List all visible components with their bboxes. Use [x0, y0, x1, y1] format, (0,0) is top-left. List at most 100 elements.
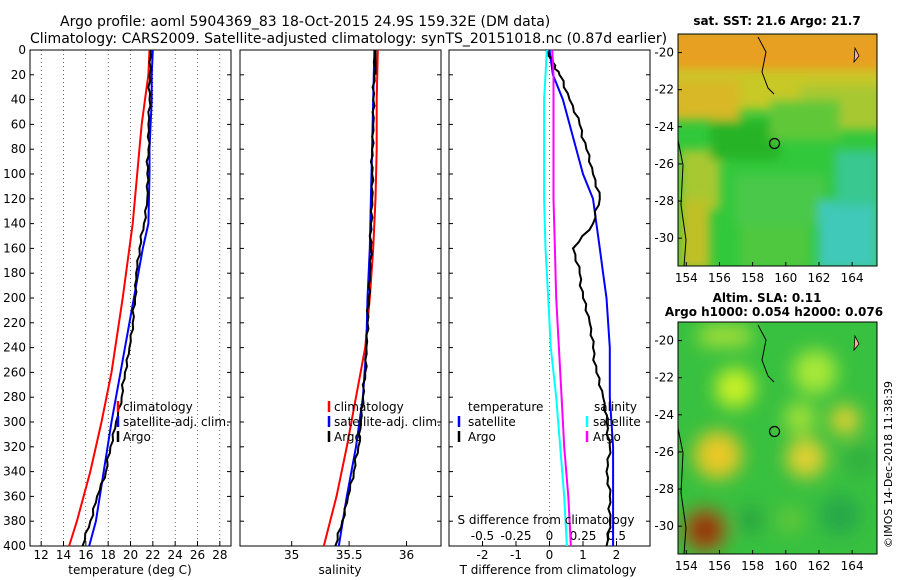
depth-tick-label: 200 — [3, 291, 26, 305]
legend-s-satellite-label: satellite — [593, 415, 641, 429]
temperature-argo-line — [81, 49, 153, 547]
sst-map-lon-label: 162 — [808, 271, 831, 285]
salinity-legend: climatology satellite-adj. clim. Argo — [327, 400, 441, 444]
depth-tick-label: 20 — [11, 68, 26, 82]
difference-tick-label: -2 — [477, 548, 489, 562]
salinity-diff-tick-label: -0.25 — [500, 529, 531, 543]
difference-tick-label: 0 — [546, 548, 554, 562]
temperature-climatology-line — [68, 49, 151, 547]
sst-coastline — [757, 36, 775, 95]
legend-satellite-label: satellite-adj. clim. — [334, 415, 441, 429]
legend-argo-label: Argo — [123, 430, 151, 444]
depth-tick-label: 140 — [3, 217, 26, 231]
axes-layer: 0 20 40 60 80 1 0 0 120 140 160 180 200 220 240 260 280 3… — [3, 43, 650, 562]
temperature-tick-label: 20 — [123, 548, 138, 562]
depth-tick-label: 380 — [3, 514, 26, 528]
temperature-satellite-line — [88, 49, 154, 547]
temperature-tick-label: 28 — [212, 548, 227, 562]
legend-argo-label: Argo — [334, 430, 362, 444]
sst-map-lat-label: -26 — [654, 157, 674, 171]
sst-map-lon-label: 158 — [741, 271, 764, 285]
sla-map-argo-marker — [768, 425, 781, 438]
temperature-xlabel: temperature (deg C) — [68, 563, 191, 577]
salinity-diff-tick-label: 0.25 — [570, 529, 597, 543]
salinity-panel-frame — [239, 49, 442, 547]
sst-map-frame — [677, 33, 878, 267]
depth-tick-label: 60 — [11, 117, 26, 131]
salinity-argo-line — [334, 49, 377, 547]
depth-tick-label: 300 — [3, 415, 26, 429]
depth-tick-label: 180 — [3, 266, 26, 280]
difference-xlabel-salinity: S difference from climatology — [458, 513, 635, 527]
sst-map-lon-label: 164 — [841, 271, 864, 285]
temperature-tick-label: 26 — [190, 548, 205, 562]
sst-map-argo-marker — [768, 137, 781, 150]
difference-t-argo-line — [545, 49, 612, 547]
depth-tick-label: 40 — [11, 93, 26, 107]
legend-climatology-label: climatology — [123, 400, 193, 414]
sla-map-title-2: Argo h1000: 0.054 h2000: 0.076 — [665, 305, 883, 319]
temperature-tick-label: 24 — [168, 548, 183, 562]
depth-tick-label: 320 — [3, 440, 26, 454]
difference-legend-left: temperature satellite Argo — [457, 400, 543, 444]
depth-tick-label: 280 — [3, 390, 26, 404]
header-line-2: Climatology: CARS2009. Satellite-adjuste… — [30, 31, 667, 47]
sla-map-lat-label: -30 — [654, 519, 674, 533]
sla-map-lon-label: 160 — [774, 559, 797, 573]
salinity-diff-tick-label: 0 — [546, 529, 554, 543]
sst-map-lon-label: 156 — [708, 271, 731, 285]
temperature-tick-label: 18 — [101, 548, 116, 562]
sla-map-lat-label: -24 — [654, 408, 674, 422]
map-axes-layer: 154 156 158 160 162 164 -20 -22 -24 -26 -28 -30 154 1… — [654, 46, 863, 573]
sst-map-lon-label: 154 — [675, 271, 698, 285]
curves-layer — [68, 49, 615, 547]
difference-legend-right: salinity satellite Argo — [585, 400, 641, 444]
sst-map-field — [678, 34, 877, 266]
difference-t-satellite-line — [548, 49, 615, 546]
header-line-1: Argo profile: aoml 5904369_83 18-Oct-201… — [60, 14, 550, 30]
sst-coastline — [678, 139, 687, 266]
legend-climatology-label: climatology — [334, 400, 404, 414]
sla-coastline — [757, 324, 775, 383]
legend-s-argo-label: Argo — [593, 430, 621, 444]
sla-map-title-1: Altim. SLA: 0.11 — [713, 291, 822, 305]
depth-tick-label: 160 — [3, 241, 26, 255]
salinity-tick-label: 36 — [399, 548, 414, 562]
depth-tick-label: 400 — [3, 539, 26, 553]
sst-map-lat-label: -22 — [654, 83, 674, 97]
difference-s-satellite-line — [543, 49, 568, 547]
imos-timestamp: ©IMOS 14-Dec-2018 11:38:39 — [882, 381, 895, 548]
sla-map-lat-label: -22 — [654, 371, 674, 385]
difference-tick-label: 1 — [579, 548, 587, 562]
depth-tick-label: 80 — [11, 142, 26, 156]
depth-tick-label: 120 — [3, 192, 26, 206]
sla-map-lon-label: 154 — [675, 559, 698, 573]
sla-map-lon-label: 156 — [708, 559, 731, 573]
temperature-tick-label: 22 — [145, 548, 160, 562]
sla-map-lat-label: -28 — [654, 482, 674, 496]
salinity-tick-label: 35 — [284, 548, 299, 562]
sla-map-lat-label: -20 — [654, 334, 674, 348]
sst-map-lat-label: -28 — [654, 194, 674, 208]
salinity-diff-tick-label: -0.5 — [471, 529, 494, 543]
depth-tick-label: 260 — [3, 365, 26, 379]
depth-tick-label: 360 — [3, 489, 26, 503]
depth-tick-label: 220 — [3, 316, 26, 330]
temperature-tick-label: 12 — [34, 548, 49, 562]
depth-tick-label: 240 — [3, 341, 26, 355]
sla-land-patch — [853, 334, 860, 352]
sla-map-field — [678, 322, 877, 554]
temperature-legend: climatology satellite-adj. clim. Argo — [116, 400, 230, 444]
sla-map-lon-label: 158 — [741, 559, 764, 573]
depth-tick-label: 0 — [18, 43, 26, 57]
sla-map-frame — [677, 321, 878, 555]
sla-map-lon-label: 164 — [841, 559, 864, 573]
legend-satellite-label: satellite-adj. clim. — [123, 415, 230, 429]
sst-map-title: sat. SST: 21.6 Argo: 21.7 — [693, 14, 860, 28]
temperature-tick-label: 14 — [56, 548, 71, 562]
difference-s-argo-line — [551, 49, 572, 547]
legend-temperature-title: temperature — [468, 400, 543, 414]
legend-t-argo-label: Argo — [468, 430, 496, 444]
sst-map-lon-label: 160 — [774, 271, 797, 285]
